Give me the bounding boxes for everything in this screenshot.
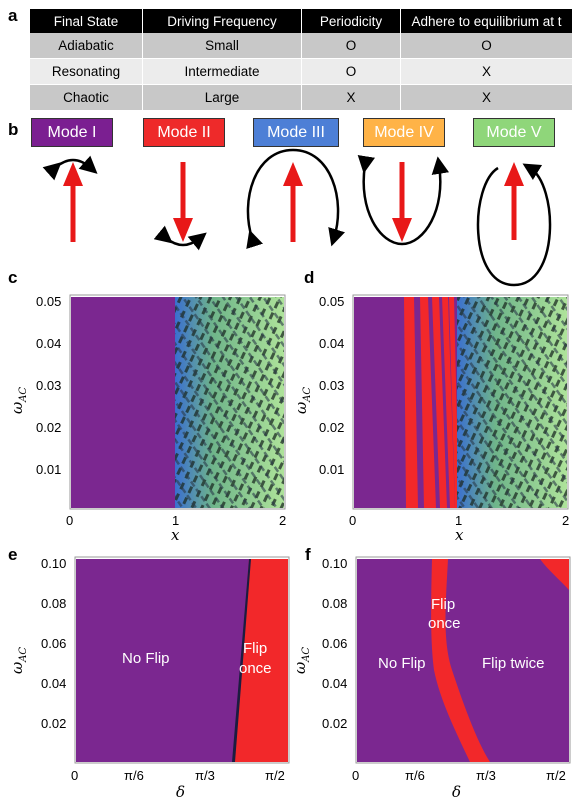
table-row: Adiabatic Small O O: [30, 33, 572, 59]
ytick-label: 0.08: [41, 596, 67, 611]
y-axis-label: ωAC: [292, 386, 314, 415]
panel-letter-a: a: [8, 6, 18, 25]
table-row: Resonating Intermediate O X: [30, 58, 572, 85]
xtick-label: 0: [349, 513, 357, 528]
ytick-label: 0.03: [36, 378, 62, 393]
x-axis-label: δ: [452, 783, 462, 801]
ytick-label: 0.02: [319, 420, 345, 435]
mode-iii-icon: [246, 148, 345, 249]
ytick-label: 0.02: [322, 716, 348, 731]
mode-i-region: [71, 297, 175, 508]
table-cell: Large: [142, 84, 302, 111]
mode-v-icon: [476, 162, 552, 287]
flip-once-label: once: [428, 615, 461, 632]
xtick-label: 2: [562, 513, 570, 528]
plot-f: [355, 556, 571, 764]
ytick-label: 0.02: [41, 716, 67, 731]
table-cell: O: [400, 33, 572, 59]
flip-once-label: Flip: [431, 596, 456, 613]
panel-letter-c: c: [8, 268, 18, 287]
table-row: Chaotic Large X X: [30, 84, 572, 111]
mode-iv-icon: [357, 155, 449, 246]
xtick-label: π/2: [546, 768, 566, 783]
mode-iv-label: Mode IV: [363, 118, 445, 147]
xtick-label: 1: [455, 513, 463, 528]
plot-d: [352, 294, 569, 510]
panel-letter-e: e: [8, 545, 18, 564]
mode-ii-label: Mode II: [143, 118, 225, 147]
plot-e: [74, 556, 290, 764]
ytick-label: 0.03: [319, 378, 345, 393]
xtick-label: 0: [66, 513, 74, 528]
no-flip-label: No Flip: [122, 650, 170, 667]
ytick-label: 0.04: [36, 336, 62, 351]
ytick-label: 0.10: [322, 556, 348, 571]
header-driving-frequency: Driving Frequency: [142, 9, 302, 33]
xtick-label: π/6: [124, 768, 144, 783]
table-cell: X: [400, 84, 572, 111]
panel-letter-f: f: [305, 545, 311, 564]
panel-letter-d: d: [304, 268, 315, 287]
ytick-label: 0.06: [41, 636, 67, 651]
y-axis-label: ωAC: [8, 646, 30, 675]
header-equilibrium: Adhere to equilibrium at t: [400, 9, 572, 33]
table-cell: Chaotic: [30, 84, 143, 111]
y-axis-label: ωAC: [8, 386, 30, 415]
ytick-label: 0.08: [322, 596, 348, 611]
table-cell: Small: [142, 33, 302, 59]
table-cell: Intermediate: [142, 58, 302, 85]
mode-i-label: Mode I: [31, 118, 113, 147]
mode-v-label: Mode V: [473, 118, 555, 147]
flip-once-region: [431, 559, 490, 762]
xtick-label: 0: [71, 768, 79, 783]
x-axis-label: x: [171, 526, 180, 544]
panel-letter-b: b: [8, 120, 19, 139]
final-state-table: Final State Driving Frequency Periodicit…: [30, 9, 572, 111]
header-final-state: Final State: [30, 9, 143, 33]
ytick-label: 0.04: [41, 676, 67, 691]
ytick-label: 0.05: [319, 294, 345, 309]
xtick-label: π/2: [265, 768, 285, 783]
xtick-label: π/3: [195, 768, 215, 783]
table-cell: O: [301, 33, 401, 59]
mode-i-icon: [42, 155, 98, 242]
flip-once-label: Flip: [243, 640, 268, 657]
ytick-label: 0.10: [41, 556, 67, 571]
xtick-label: 0: [352, 768, 360, 783]
plot-c: [69, 294, 286, 510]
x-axis-label: x: [455, 526, 464, 544]
ytick-label: 0.06: [322, 636, 348, 651]
ytick-label: 0.02: [36, 420, 62, 435]
ytick-label: 0.01: [36, 462, 62, 477]
xtick-label: π/3: [476, 768, 496, 783]
flip-twice-label: Flip twice: [482, 655, 545, 672]
table-cell: O: [301, 58, 401, 85]
no-flip-label: No Flip: [378, 655, 426, 672]
xtick-label: 2: [279, 513, 287, 528]
x-axis-label: δ: [176, 783, 186, 801]
table-cell: X: [301, 84, 401, 111]
header-periodicity: Periodicity: [301, 9, 401, 33]
mode-ii-icon: [153, 162, 207, 251]
xtick-label: π/6: [405, 768, 425, 783]
ytick-label: 0.04: [322, 676, 348, 691]
ytick-label: 0.04: [319, 336, 345, 351]
xtick-label: 1: [172, 513, 180, 528]
y-axis-label: ωAC: [291, 646, 313, 675]
ytick-label: 0.05: [36, 294, 62, 309]
flip-once-label: once: [239, 660, 272, 677]
table-cell: X: [400, 58, 572, 85]
ytick-label: 0.01: [319, 462, 345, 477]
table-cell: Adiabatic: [30, 33, 143, 59]
mode-iii-label: Mode III: [253, 118, 339, 147]
table-cell: Resonating: [30, 58, 143, 85]
